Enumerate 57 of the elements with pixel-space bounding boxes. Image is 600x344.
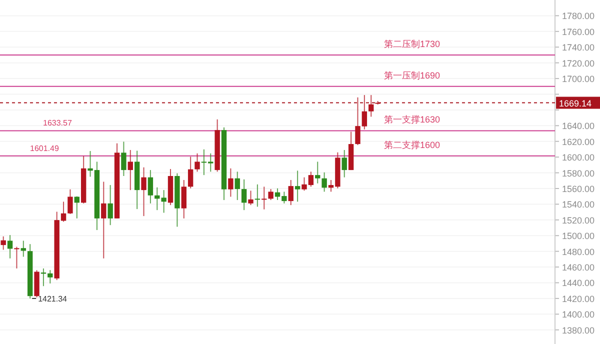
y-tick-label: 1640.00 — [562, 121, 595, 132]
y-tick-label: 1780.00 — [562, 11, 595, 22]
candlestick — [188, 156, 194, 189]
candlestick — [234, 171, 240, 201]
annotation: 1421.34 — [32, 294, 67, 304]
candlestick — [248, 190, 254, 206]
y-tick-label: 1740.00 — [562, 42, 595, 53]
y-tick-label: 1620.00 — [562, 136, 595, 147]
y-tick-label: 1400.00 — [562, 310, 595, 320]
y-tick-label: 1460.00 — [562, 262, 595, 273]
ref-line-label: 第一压制1690 — [384, 70, 440, 80]
candlestick — [148, 170, 154, 204]
candlestick — [121, 141, 126, 177]
candlestick — [254, 184, 260, 208]
candlestick — [241, 178, 247, 211]
candlestick — [7, 234, 13, 259]
candlestick — [101, 181, 106, 259]
y-tick-label: 1560.00 — [562, 184, 595, 194]
y-tick-label: 1480.00 — [562, 246, 595, 257]
candlestick — [108, 184, 113, 226]
candlestick — [181, 180, 186, 219]
y-tick-label: 1700.00 — [562, 74, 595, 84]
candlestick — [342, 150, 347, 178]
y-tick-label: 1760.00 — [562, 26, 595, 37]
y-tick-label: 1420.00 — [562, 294, 595, 304]
candlestick — [141, 166, 146, 217]
candlestick — [20, 240, 26, 258]
candlestick — [0, 236, 6, 250]
candlestick — [315, 161, 320, 184]
candlestick — [128, 150, 133, 191]
candlestick — [262, 186, 267, 210]
y-tick-label: 1580.00 — [562, 168, 595, 178]
ref-line-label: 第二压制1730 — [384, 38, 440, 49]
y-tick-label: 1540.00 — [562, 200, 595, 210]
candlestick — [368, 94, 374, 118]
candlestick — [288, 180, 294, 206]
annotation: 1633.57 — [43, 118, 72, 128]
ref-line-label: 第二支撑1600 — [384, 140, 440, 150]
annotation: 1601.49 — [30, 144, 59, 153]
ref-line-label: 第一支撑1630 — [384, 114, 440, 125]
y-tick-label: 1440.00 — [562, 278, 595, 288]
candlestick — [294, 170, 300, 202]
candlestick — [74, 196, 80, 219]
ref-line-label: 1669.14 — [559, 98, 592, 108]
candlestick — [268, 188, 274, 201]
candlestick — [14, 246, 20, 269]
candlestick — [68, 188, 73, 215]
y-tick-label: 1600.00 — [562, 152, 595, 163]
y-tick-label: 1500.00 — [562, 231, 595, 242]
candlestick — [48, 270, 53, 284]
y-tick-label: 1520.00 — [562, 215, 595, 226]
y-tick-label: 1380.00 — [562, 325, 595, 336]
y-tick-label: 1720.00 — [562, 58, 595, 68]
candlestick — [194, 152, 200, 172]
candlestick — [228, 168, 234, 198]
candlestick — [322, 172, 327, 192]
annotation: 1421.34 — [38, 294, 68, 304]
